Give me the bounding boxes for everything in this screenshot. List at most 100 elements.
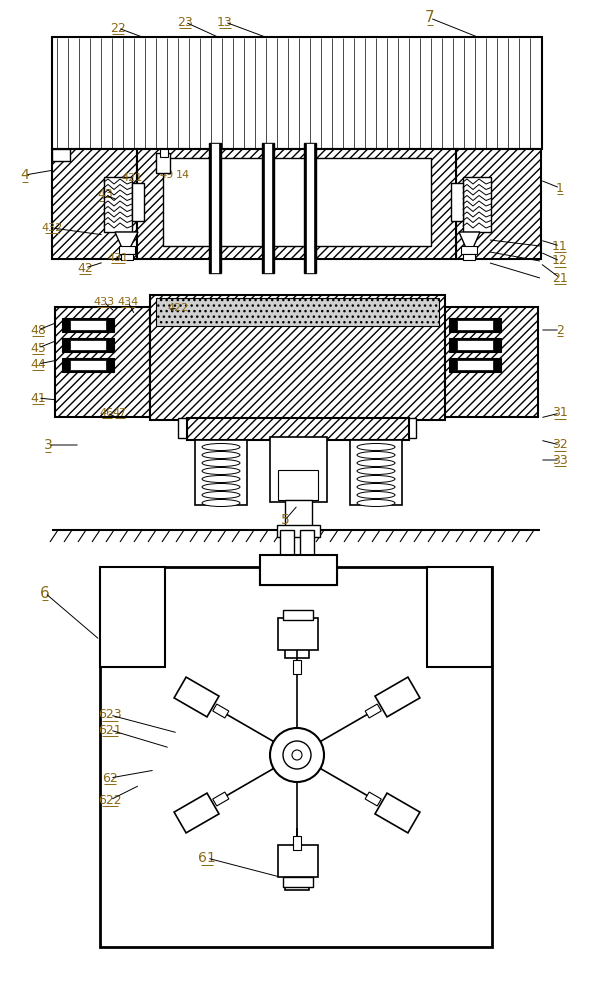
Bar bbox=[187, 418, 409, 440]
Bar bbox=[457, 340, 493, 350]
Ellipse shape bbox=[202, 476, 240, 483]
Bar bbox=[278, 470, 318, 500]
Polygon shape bbox=[375, 793, 420, 833]
Ellipse shape bbox=[202, 499, 240, 506]
Polygon shape bbox=[213, 792, 229, 806]
Ellipse shape bbox=[202, 452, 240, 458]
Ellipse shape bbox=[357, 499, 395, 506]
Text: 48: 48 bbox=[30, 324, 46, 336]
Bar bbox=[262, 143, 274, 273]
Text: 31: 31 bbox=[552, 406, 568, 420]
Ellipse shape bbox=[202, 484, 240, 490]
Bar bbox=[211, 143, 219, 273]
Bar bbox=[178, 418, 416, 438]
Ellipse shape bbox=[202, 491, 240, 498]
Bar bbox=[427, 567, 492, 667]
Bar bbox=[137, 149, 456, 259]
Polygon shape bbox=[115, 232, 138, 248]
Polygon shape bbox=[365, 792, 381, 806]
Bar bbox=[350, 440, 402, 505]
Polygon shape bbox=[365, 704, 381, 718]
Ellipse shape bbox=[202, 444, 240, 450]
Bar bbox=[100, 567, 165, 667]
Text: 4: 4 bbox=[21, 168, 29, 182]
Text: 47: 47 bbox=[113, 408, 127, 418]
Bar bbox=[160, 149, 168, 157]
Bar bbox=[70, 360, 106, 370]
Bar bbox=[55, 307, 150, 417]
Bar bbox=[449, 318, 501, 332]
Bar bbox=[195, 440, 247, 505]
Text: 49: 49 bbox=[160, 170, 174, 180]
Ellipse shape bbox=[357, 468, 395, 475]
Text: 23: 23 bbox=[177, 15, 193, 28]
Bar bbox=[62, 318, 114, 332]
Ellipse shape bbox=[357, 444, 395, 450]
Ellipse shape bbox=[202, 468, 240, 475]
Text: 6: 6 bbox=[40, 585, 50, 600]
Text: 32: 32 bbox=[552, 438, 568, 452]
Text: 62: 62 bbox=[102, 772, 118, 784]
Bar bbox=[260, 555, 337, 585]
Bar bbox=[461, 246, 477, 254]
Bar bbox=[463, 254, 475, 260]
Bar bbox=[300, 530, 314, 565]
Text: 43: 43 bbox=[97, 188, 113, 202]
Bar bbox=[52, 149, 70, 161]
Bar bbox=[306, 143, 314, 273]
Polygon shape bbox=[293, 660, 301, 674]
Text: 434: 434 bbox=[117, 297, 139, 307]
Bar bbox=[443, 307, 538, 417]
Text: 623: 623 bbox=[98, 708, 122, 722]
Text: 432: 432 bbox=[42, 223, 62, 233]
Bar bbox=[277, 525, 320, 537]
Ellipse shape bbox=[357, 460, 395, 466]
Bar bbox=[132, 183, 144, 221]
Bar bbox=[457, 320, 493, 330]
Polygon shape bbox=[285, 852, 309, 890]
Bar bbox=[104, 177, 132, 232]
Polygon shape bbox=[375, 677, 420, 717]
Text: 433: 433 bbox=[93, 297, 115, 307]
Text: 3: 3 bbox=[43, 438, 52, 452]
Bar bbox=[62, 358, 114, 372]
Bar bbox=[70, 340, 106, 350]
Bar bbox=[150, 295, 445, 420]
Bar bbox=[100, 567, 492, 947]
Bar bbox=[156, 298, 439, 326]
Text: 421: 421 bbox=[121, 173, 143, 183]
Text: 7: 7 bbox=[425, 10, 435, 25]
Bar bbox=[278, 845, 318, 877]
Bar bbox=[457, 360, 493, 370]
Bar bbox=[121, 254, 133, 260]
Bar bbox=[52, 149, 137, 259]
Bar bbox=[163, 158, 431, 246]
Ellipse shape bbox=[357, 452, 395, 458]
Text: 33: 33 bbox=[552, 454, 568, 466]
Polygon shape bbox=[174, 793, 219, 833]
Ellipse shape bbox=[202, 460, 240, 466]
Bar bbox=[278, 618, 318, 650]
Text: 431: 431 bbox=[108, 253, 129, 263]
Bar bbox=[280, 530, 294, 565]
Text: 44: 44 bbox=[30, 358, 46, 370]
Text: 42: 42 bbox=[77, 261, 93, 274]
Text: 5: 5 bbox=[281, 513, 289, 527]
Bar bbox=[456, 149, 541, 259]
Circle shape bbox=[283, 741, 311, 769]
Bar bbox=[449, 338, 501, 352]
Bar bbox=[451, 183, 463, 221]
Polygon shape bbox=[293, 836, 301, 850]
Text: 11: 11 bbox=[552, 239, 568, 252]
Bar bbox=[156, 153, 170, 173]
Bar bbox=[52, 37, 542, 149]
Circle shape bbox=[270, 728, 324, 782]
Text: 13: 13 bbox=[217, 15, 233, 28]
Text: 41: 41 bbox=[30, 391, 46, 404]
Bar bbox=[62, 338, 114, 352]
Text: 45: 45 bbox=[30, 342, 46, 355]
Text: 2: 2 bbox=[556, 324, 564, 336]
Bar bbox=[285, 500, 312, 528]
Bar bbox=[265, 558, 330, 570]
Bar bbox=[283, 610, 313, 620]
